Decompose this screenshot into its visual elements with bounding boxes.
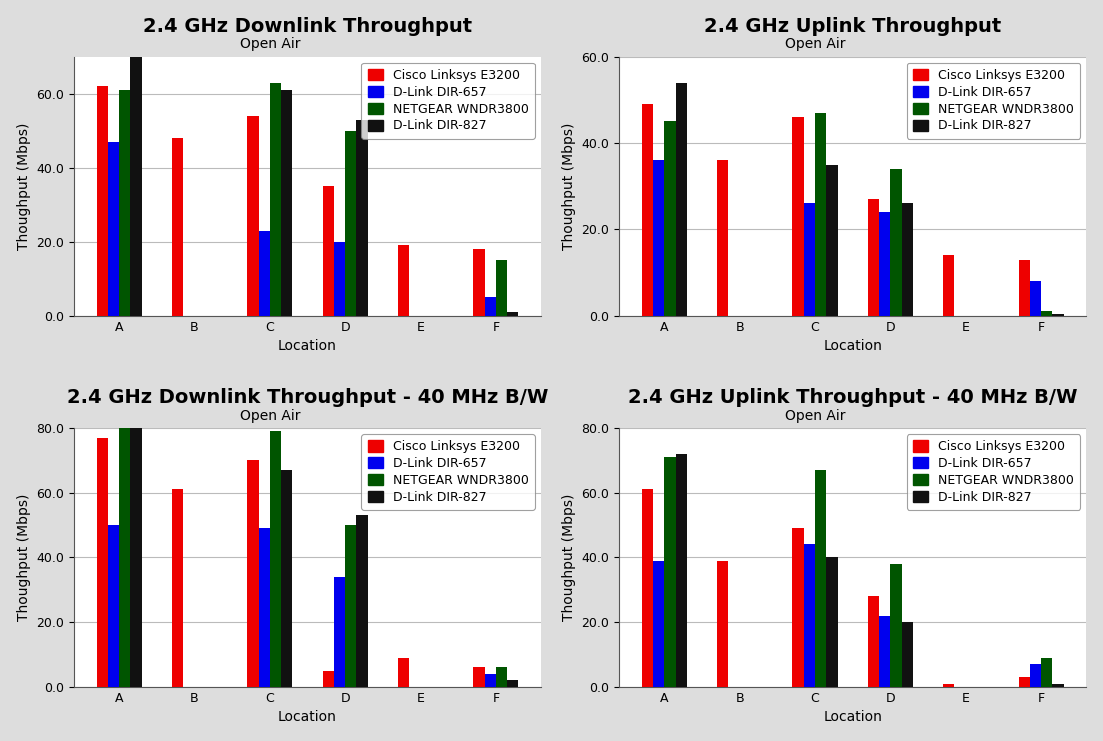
Bar bbox=[792, 528, 804, 687]
Legend: Cisco Linksys E3200, D-Link DIR-657, NETGEAR WNDR3800, D-Link DIR-827: Cisco Linksys E3200, D-Link DIR-657, NET… bbox=[907, 434, 1080, 510]
Bar bbox=[281, 90, 292, 316]
Bar bbox=[664, 457, 676, 687]
Bar bbox=[879, 616, 890, 687]
Bar bbox=[1052, 313, 1063, 316]
Text: Open Air: Open Air bbox=[785, 409, 846, 422]
Bar bbox=[1052, 684, 1063, 687]
Bar bbox=[322, 186, 334, 316]
Bar bbox=[473, 249, 484, 316]
Text: Open Air: Open Air bbox=[239, 38, 300, 51]
X-axis label: Location: Location bbox=[823, 711, 882, 725]
Bar bbox=[1041, 311, 1052, 316]
Bar bbox=[172, 489, 183, 687]
Bar bbox=[676, 453, 687, 687]
Bar bbox=[345, 130, 356, 316]
Y-axis label: Thoughput (Mbps): Thoughput (Mbps) bbox=[17, 122, 31, 250]
Bar bbox=[815, 470, 826, 687]
Bar bbox=[281, 470, 292, 687]
Bar bbox=[97, 86, 108, 316]
Bar bbox=[258, 528, 270, 687]
Title: 2.4 GHz Uplink Throughput: 2.4 GHz Uplink Throughput bbox=[704, 16, 1002, 36]
Bar bbox=[642, 104, 653, 316]
Bar bbox=[484, 674, 496, 687]
Bar bbox=[890, 564, 902, 687]
Bar bbox=[172, 138, 183, 316]
Bar bbox=[815, 113, 826, 316]
Y-axis label: Thoughput (Mbps): Thoughput (Mbps) bbox=[17, 494, 31, 621]
X-axis label: Location: Location bbox=[278, 711, 336, 725]
X-axis label: Location: Location bbox=[278, 339, 336, 353]
Bar bbox=[826, 557, 837, 687]
Bar bbox=[943, 684, 954, 687]
Bar bbox=[653, 561, 664, 687]
Legend: Cisco Linksys E3200, D-Link DIR-657, NETGEAR WNDR3800, D-Link DIR-827: Cisco Linksys E3200, D-Link DIR-657, NET… bbox=[907, 63, 1080, 139]
Title: 2.4 GHz Downlink Throughput - 40 MHz B/W: 2.4 GHz Downlink Throughput - 40 MHz B/W bbox=[67, 388, 548, 407]
Bar bbox=[130, 56, 142, 316]
Text: Open Air: Open Air bbox=[239, 409, 300, 422]
Bar bbox=[1041, 658, 1052, 687]
Bar bbox=[258, 230, 270, 316]
Bar bbox=[653, 160, 664, 316]
Bar bbox=[868, 199, 879, 316]
Bar bbox=[943, 256, 954, 316]
X-axis label: Location: Location bbox=[823, 339, 882, 353]
Bar bbox=[119, 425, 130, 687]
Bar bbox=[902, 622, 913, 687]
Bar bbox=[902, 204, 913, 316]
Legend: Cisco Linksys E3200, D-Link DIR-657, NETGEAR WNDR3800, D-Link DIR-827: Cisco Linksys E3200, D-Link DIR-657, NET… bbox=[362, 434, 535, 510]
Title: 2.4 GHz Uplink Throughput - 40 MHz B/W: 2.4 GHz Uplink Throughput - 40 MHz B/W bbox=[628, 388, 1078, 407]
Bar bbox=[1030, 281, 1041, 316]
Bar bbox=[676, 82, 687, 316]
Bar bbox=[496, 668, 507, 687]
Bar bbox=[473, 668, 484, 687]
Bar bbox=[247, 116, 258, 316]
Bar bbox=[97, 438, 108, 687]
Bar bbox=[717, 561, 728, 687]
Bar bbox=[334, 242, 345, 316]
Bar bbox=[247, 460, 258, 687]
Bar bbox=[108, 525, 119, 687]
Bar bbox=[664, 122, 676, 316]
Bar bbox=[804, 545, 815, 687]
Y-axis label: Thoughput (Mbps): Thoughput (Mbps) bbox=[561, 494, 576, 621]
Legend: Cisco Linksys E3200, D-Link DIR-657, NETGEAR WNDR3800, D-Link DIR-827: Cisco Linksys E3200, D-Link DIR-657, NET… bbox=[362, 63, 535, 139]
Bar bbox=[868, 597, 879, 687]
Bar bbox=[398, 245, 409, 316]
Text: Open Air: Open Air bbox=[785, 38, 846, 51]
Bar bbox=[108, 142, 119, 316]
Bar bbox=[356, 119, 367, 316]
Bar bbox=[804, 204, 815, 316]
Bar bbox=[334, 576, 345, 687]
Bar bbox=[1018, 259, 1030, 316]
Bar bbox=[130, 428, 142, 687]
Bar bbox=[879, 212, 890, 316]
Bar bbox=[507, 312, 518, 316]
Bar bbox=[398, 658, 409, 687]
Bar bbox=[507, 680, 518, 687]
Bar bbox=[496, 260, 507, 316]
Bar bbox=[322, 671, 334, 687]
Bar bbox=[1030, 664, 1041, 687]
Bar bbox=[484, 297, 496, 316]
Bar bbox=[270, 82, 281, 316]
Bar bbox=[792, 117, 804, 316]
Bar bbox=[270, 431, 281, 687]
Y-axis label: Thoughput (Mbps): Thoughput (Mbps) bbox=[563, 122, 576, 250]
Title: 2.4 GHz Downlink Throughput: 2.4 GHz Downlink Throughput bbox=[143, 16, 472, 36]
Bar bbox=[642, 489, 653, 687]
Bar bbox=[717, 160, 728, 316]
Bar bbox=[345, 525, 356, 687]
Bar bbox=[826, 165, 837, 316]
Bar bbox=[1018, 677, 1030, 687]
Bar bbox=[119, 90, 130, 316]
Bar bbox=[356, 515, 367, 687]
Bar bbox=[890, 169, 902, 316]
